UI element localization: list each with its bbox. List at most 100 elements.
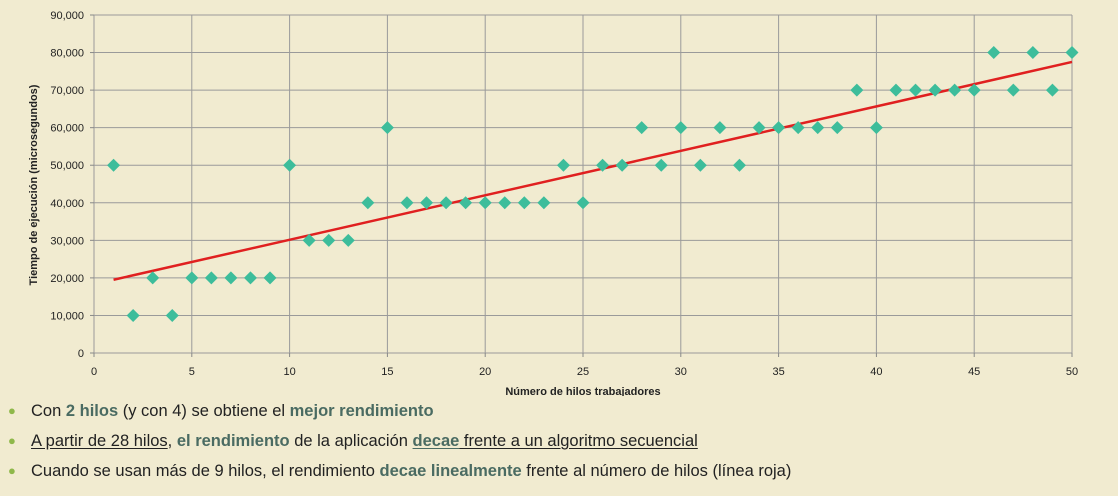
data-point: [596, 158, 610, 172]
bullet-text: Cuando se usan más de 9 hilos, el rendim…: [31, 462, 380, 480]
data-point: [126, 308, 140, 322]
bullet-item: ● Cuando se usan más de 9 hilos, el rendi…: [8, 456, 791, 486]
bullet-text: A partir de 28 hilos: [31, 432, 168, 450]
data-point: [165, 308, 179, 322]
x-tick-label: 10: [283, 366, 295, 378]
y-tick-label: 90,000: [50, 10, 84, 22]
x-tick-label: 50: [1066, 366, 1078, 378]
data-point: [1045, 83, 1059, 97]
data-point: [263, 271, 277, 285]
data-point: [889, 83, 903, 97]
data-point: [674, 121, 688, 135]
data-point: [517, 196, 531, 210]
bullet-text: Con: [31, 402, 66, 420]
data-point: [322, 233, 336, 247]
data-point: [928, 83, 942, 97]
data-point: [713, 121, 727, 135]
bullet-text: decae linealmente: [379, 462, 522, 480]
data-point: [283, 158, 297, 172]
x-tick-label: 35: [772, 366, 784, 378]
y-tick-label: 10,000: [50, 310, 84, 322]
data-point: [791, 121, 805, 135]
data-point: [1026, 46, 1040, 60]
bullet-text: 2 hilos: [65, 402, 119, 420]
data-point: [439, 196, 453, 210]
scatter-chart: 0 5 10 15 20 25 30 35 40 45 50 0 10,000 20,000 30,000…: [28, 10, 1079, 396]
bullet-text: frente a un algoritmo secuencial: [459, 432, 698, 450]
data-point: [302, 233, 316, 247]
y-tick-label: 20,000: [50, 273, 84, 285]
x-tick-label: 30: [675, 366, 687, 378]
x-tick-labels: 0 5 10 15 20 25 30 35 40 45 50: [91, 366, 1078, 378]
bullet-item: ● Con 2 hilos (y con 4) se obtiene el mej…: [8, 396, 791, 426]
data-point: [752, 121, 766, 135]
y-tick-label: 30,000: [50, 235, 84, 247]
x-tick-label: 45: [968, 366, 980, 378]
data-point: [909, 83, 923, 97]
data-point: [204, 271, 218, 285]
data-point: [772, 121, 786, 135]
data-point: [811, 121, 825, 135]
data-points: [107, 46, 1079, 322]
data-point: [361, 196, 375, 210]
data-point: [1065, 46, 1079, 60]
bullet-list: ● Con 2 hilos (y con 4) se obtiene el mej…: [8, 396, 791, 486]
bullet-text: decae: [412, 432, 460, 450]
data-point: [478, 196, 492, 210]
data-point: [1006, 83, 1020, 97]
bullet-item: ● A partir de 28 hilos, el rendimiento de…: [8, 426, 791, 456]
data-point: [107, 158, 121, 172]
data-point: [732, 158, 746, 172]
data-point: [498, 196, 512, 210]
y-tick-label: 40,000: [50, 198, 84, 210]
x-tick-label: 25: [577, 366, 589, 378]
data-point: [869, 121, 883, 135]
y-tick-label: 70,000: [50, 85, 84, 97]
data-point: [146, 271, 160, 285]
data-point: [654, 158, 668, 172]
data-point: [380, 121, 394, 135]
x-tick-label: 0: [91, 366, 97, 378]
data-point: [185, 271, 199, 285]
data-point: [400, 196, 414, 210]
y-tick-label: 60,000: [50, 123, 84, 135]
x-tick-label: 15: [381, 366, 393, 378]
bullet-dot-icon: ●: [8, 463, 16, 478]
y-tick-label: 0: [78, 348, 84, 360]
trendline: [113, 60, 1073, 281]
y-tick-label: 80,000: [50, 48, 84, 60]
data-point: [635, 121, 649, 135]
bullet-dot-icon: ●: [8, 433, 16, 448]
data-point: [948, 83, 962, 97]
bullet-text: frente al número de hilos (línea roja): [521, 462, 792, 480]
bullet-text: mejor rendimiento: [289, 402, 434, 420]
data-point: [693, 158, 707, 172]
y-axis-title: Tiempo de ejecución (microsegundos): [28, 84, 40, 285]
axes: [90, 14, 1073, 357]
data-point: [243, 271, 257, 285]
data-point: [341, 233, 355, 247]
bullet-dot-icon: ●: [8, 403, 16, 418]
data-point: [850, 83, 864, 97]
data-point: [615, 158, 629, 172]
data-point: [987, 46, 1001, 60]
x-tick-label: 40: [870, 366, 882, 378]
x-tick-label: 5: [189, 366, 195, 378]
trendline-layer: [113, 60, 1073, 281]
y-tick-labels: 0 10,000 20,000 30,000 40,000 50,000 60,000 70,…: [50, 10, 84, 360]
data-point: [459, 196, 473, 210]
x-tick-label: 20: [479, 366, 491, 378]
bullet-text: el rendimiento: [176, 432, 290, 450]
y-tick-label: 50,000: [50, 160, 84, 172]
data-point: [537, 196, 551, 210]
bullet-text: (y con 4) se obtiene el: [118, 402, 290, 420]
grid: [93, 14, 1073, 354]
data-point: [556, 158, 570, 172]
x-axis-title: Número de hilos trabajadores: [505, 386, 660, 396]
bullet-text: de la aplicación: [289, 432, 413, 450]
data-point: [576, 196, 590, 210]
data-point: [224, 271, 238, 285]
data-point: [967, 83, 981, 97]
data-point: [830, 121, 844, 135]
bullet-text: ,: [167, 432, 177, 450]
